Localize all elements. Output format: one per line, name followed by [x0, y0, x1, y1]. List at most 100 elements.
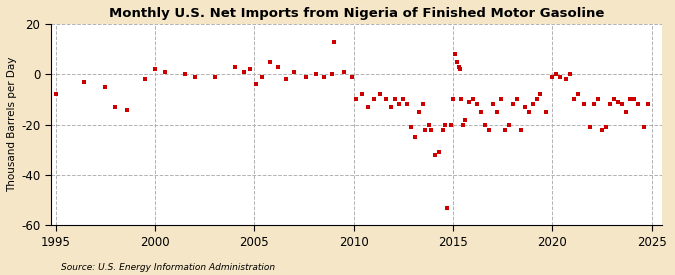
Point: [410, 135, 421, 139]
Point: [180, 72, 190, 76]
Point: [487, 102, 498, 107]
Point: [523, 110, 534, 114]
Point: [386, 105, 397, 109]
Point: [310, 72, 321, 76]
Point: [265, 59, 275, 64]
Point: [479, 122, 490, 127]
Point: [426, 128, 437, 132]
Point: [439, 122, 450, 127]
Point: [441, 205, 452, 210]
Point: [51, 92, 61, 97]
Point: [374, 92, 385, 97]
Point: [643, 102, 653, 107]
Point: [511, 97, 522, 102]
Point: [519, 105, 530, 109]
Point: [460, 117, 470, 122]
Point: [620, 110, 631, 114]
Point: [464, 100, 475, 104]
Point: [458, 122, 468, 127]
Point: [281, 77, 292, 81]
Point: [569, 97, 580, 102]
Text: Source: U.S. Energy Information Administration: Source: U.S. Energy Information Administ…: [61, 263, 275, 272]
Point: [455, 67, 466, 72]
Point: [257, 75, 268, 79]
Point: [578, 102, 589, 107]
Point: [356, 92, 367, 97]
Point: [100, 85, 111, 89]
Point: [585, 125, 595, 129]
Point: [500, 128, 510, 132]
Point: [414, 110, 425, 114]
Point: [605, 102, 616, 107]
Point: [150, 67, 161, 72]
Point: [495, 97, 506, 102]
Point: [78, 80, 89, 84]
Point: [329, 39, 340, 44]
Point: [624, 97, 635, 102]
Point: [616, 102, 627, 107]
Point: [229, 65, 240, 69]
Point: [251, 82, 262, 87]
Point: [394, 102, 405, 107]
Point: [430, 153, 441, 157]
Point: [452, 59, 462, 64]
Point: [456, 97, 466, 102]
Point: [448, 97, 458, 102]
Point: [475, 110, 486, 114]
Point: [434, 150, 445, 155]
Point: [420, 128, 431, 132]
Point: [472, 102, 483, 107]
Point: [273, 65, 284, 69]
Point: [245, 67, 256, 72]
Point: [468, 97, 479, 102]
Point: [424, 122, 435, 127]
Point: [504, 122, 514, 127]
Point: [402, 102, 413, 107]
Point: [639, 125, 649, 129]
Point: [122, 107, 133, 112]
Y-axis label: Thousand Barrels per Day: Thousand Barrels per Day: [7, 57, 17, 192]
Point: [406, 125, 416, 129]
Point: [110, 105, 121, 109]
Point: [140, 77, 151, 81]
Point: [547, 75, 558, 79]
Point: [209, 75, 220, 79]
Point: [541, 110, 552, 114]
Point: [573, 92, 584, 97]
Point: [346, 75, 357, 79]
Point: [418, 102, 429, 107]
Point: [380, 97, 391, 102]
Point: [491, 110, 502, 114]
Point: [613, 100, 624, 104]
Point: [597, 128, 608, 132]
Point: [483, 128, 494, 132]
Point: [454, 65, 464, 69]
Point: [628, 97, 639, 102]
Point: [561, 77, 572, 81]
Point: [289, 70, 300, 74]
Point: [327, 72, 338, 76]
Point: [593, 97, 603, 102]
Point: [190, 75, 200, 79]
Point: [446, 122, 456, 127]
Point: [362, 105, 373, 109]
Point: [589, 102, 599, 107]
Point: [338, 70, 349, 74]
Point: [508, 102, 518, 107]
Title: Monthly U.S. Net Imports from Nigeria of Finished Motor Gasoline: Monthly U.S. Net Imports from Nigeria of…: [109, 7, 604, 20]
Point: [398, 97, 409, 102]
Point: [350, 97, 361, 102]
Point: [300, 75, 311, 79]
Point: [535, 92, 546, 97]
Point: [551, 72, 562, 76]
Point: [239, 70, 250, 74]
Point: [601, 125, 612, 129]
Point: [632, 102, 643, 107]
Point: [531, 97, 542, 102]
Point: [319, 75, 329, 79]
Point: [565, 72, 576, 76]
Point: [555, 75, 566, 79]
Point: [515, 128, 526, 132]
Point: [609, 97, 620, 102]
Point: [159, 70, 170, 74]
